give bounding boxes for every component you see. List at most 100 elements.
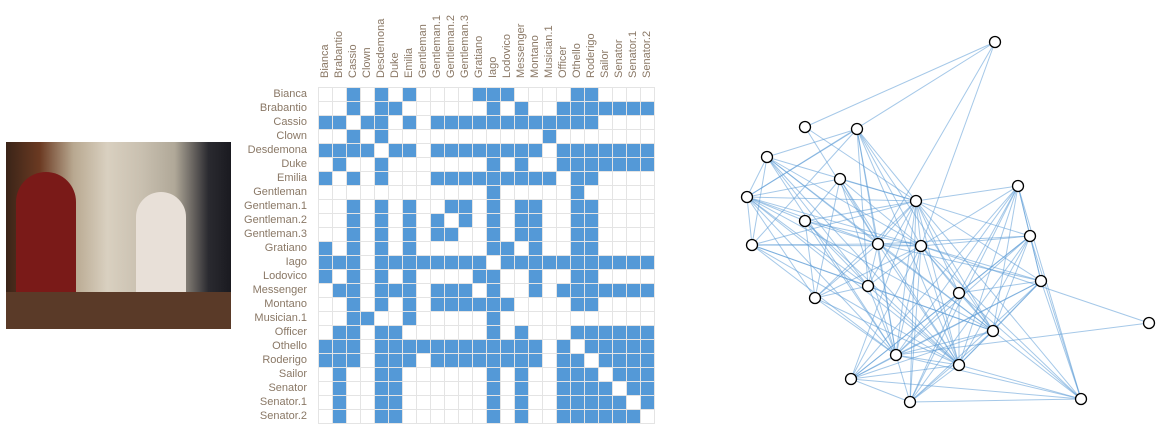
graph-edge — [746, 196, 816, 299]
adjacency-matrix — [318, 87, 655, 424]
graph-node[interactable] — [889, 348, 903, 362]
row-label: Gentleman.2 — [244, 214, 307, 226]
graph-edge — [867, 285, 960, 366]
graph-edge — [909, 364, 960, 403]
graph-node[interactable] — [914, 239, 928, 253]
row-label: Emilia — [277, 172, 307, 184]
graph-node[interactable] — [871, 237, 885, 251]
graph-node[interactable] — [861, 279, 875, 293]
graph-node[interactable] — [903, 395, 917, 409]
graph-edge — [766, 156, 960, 366]
graph-edge — [751, 128, 858, 246]
graph-edge — [751, 200, 917, 246]
graph-node[interactable] — [844, 372, 858, 386]
graph-edge — [746, 41, 996, 198]
graph-edge — [850, 185, 1019, 380]
graph-edge — [1017, 185, 1082, 400]
graph-node[interactable] — [909, 194, 923, 208]
graph-edge — [877, 41, 996, 245]
graph-edge — [867, 200, 917, 287]
graph-node[interactable] — [1074, 392, 1088, 406]
graph-edge — [850, 378, 1082, 400]
graph-edge — [766, 128, 858, 158]
graph-edge — [867, 243, 879, 287]
graph-node[interactable] — [952, 286, 966, 300]
graph-edge — [958, 364, 1082, 400]
row-label: Montano — [264, 298, 307, 310]
graph-edge — [751, 244, 960, 366]
row-label: Brabantio — [259, 102, 307, 114]
row-label: Iago — [285, 256, 307, 268]
graph-edge — [958, 280, 1042, 366]
graph-edge — [850, 330, 994, 380]
graph-edge — [856, 128, 994, 332]
graph-node[interactable] — [952, 358, 966, 372]
graph-node[interactable] — [850, 122, 864, 136]
graph-node[interactable] — [988, 35, 1002, 49]
graph-edge — [909, 280, 1042, 403]
graph-edge — [746, 196, 879, 245]
graph-edge — [746, 156, 768, 198]
graph-edge — [839, 178, 922, 247]
graph-edge — [856, 128, 960, 366]
graph-edge — [920, 235, 1031, 247]
graph-edge — [958, 185, 1019, 294]
graph-edge — [746, 196, 753, 246]
graph-node[interactable] — [760, 150, 774, 164]
graph-edge — [1040, 280, 1082, 400]
graph-edge — [856, 128, 922, 247]
row-label: Gentleman.3 — [244, 228, 307, 240]
matrix-cell-empty — [640, 409, 655, 424]
graph-edge — [895, 185, 1019, 356]
graph-edge — [920, 245, 960, 366]
graph-edge — [746, 196, 806, 222]
graph-edge — [804, 220, 816, 299]
graph-edge — [915, 200, 994, 332]
row-label: Lodovico — [262, 270, 307, 282]
graph-edge — [814, 243, 879, 299]
graph-edge — [895, 292, 960, 356]
graph-edge — [751, 156, 768, 246]
graph-edge — [814, 297, 897, 356]
graph-edge — [850, 378, 911, 403]
row-label: Musician.1 — [254, 312, 307, 324]
row-label: Senator.1 — [259, 396, 307, 408]
graph-node[interactable] — [1011, 179, 1025, 193]
row-label: Senator — [268, 382, 307, 394]
graph-node[interactable] — [1034, 274, 1048, 288]
graph-node[interactable] — [1142, 316, 1156, 330]
graph-edge — [804, 220, 922, 247]
graph-edge — [850, 200, 917, 380]
row-label: Officer — [274, 326, 307, 338]
row-label: Sailor — [278, 368, 307, 380]
graph-edge — [958, 235, 1031, 366]
graph-edge — [992, 185, 1019, 332]
graph-edge — [804, 220, 879, 245]
graph-edge — [746, 196, 922, 247]
row-label: Senator.2 — [259, 410, 307, 422]
graph-node[interactable] — [798, 214, 812, 228]
graph-edge — [920, 41, 996, 247]
graph-edge — [804, 41, 996, 128]
graph-node[interactable] — [986, 324, 1000, 338]
graph-edge — [814, 285, 869, 299]
row-label: Clown — [276, 130, 307, 142]
graph-node[interactable] — [740, 190, 754, 204]
graph-node[interactable] — [798, 120, 812, 134]
graph-node[interactable] — [808, 291, 822, 305]
graph-node[interactable] — [745, 238, 759, 252]
graph-edge — [915, 200, 960, 366]
graph-edge — [850, 245, 922, 380]
graph-edge — [915, 200, 922, 247]
graph-edge — [746, 196, 917, 202]
graph-edge — [920, 185, 1019, 247]
graph-edge — [992, 330, 1082, 400]
graph-edge — [958, 185, 1019, 366]
graph-node[interactable] — [833, 172, 847, 186]
row-label: Gentleman.1 — [244, 200, 307, 212]
row-label: Gentleman — [253, 186, 307, 198]
graph-node[interactable] — [1023, 229, 1037, 243]
row-label: Desdemona — [247, 144, 307, 156]
row-label: Gratiano — [264, 242, 307, 254]
graph-edge — [766, 156, 869, 287]
